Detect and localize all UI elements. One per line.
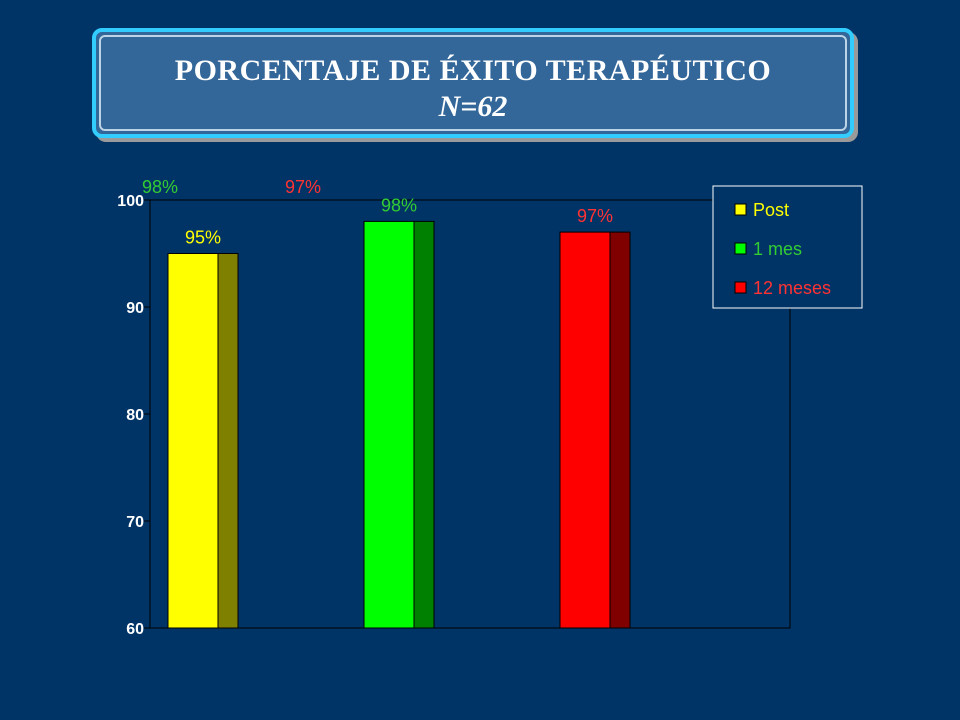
chart-subtitle: N=62 <box>438 90 508 123</box>
legend-label-1: Post <box>753 200 789 220</box>
bar-1-side <box>217 253 239 629</box>
data-label-1: 95% <box>185 228 221 248</box>
plot-area <box>149 199 791 629</box>
chart-title: PORCENTAJE DE ÉXITO TERAPÉUTICO <box>174 54 772 87</box>
legend-label-2: 1 mes <box>753 239 802 259</box>
bar-2 <box>363 220 415 629</box>
bar-1 <box>167 253 219 629</box>
data-label-2: 98% <box>381 195 417 215</box>
y-tick-label: 100 <box>117 193 144 210</box>
legend-label-3: 12 meses <box>753 278 831 298</box>
legend-swatch-2 <box>734 242 747 255</box>
title-box: PORCENTAJE DE ÉXITO TERAPÉUTICO N=62 <box>92 28 854 138</box>
y-tick-label: 70 <box>126 514 144 531</box>
legend-swatch-3 <box>734 281 747 294</box>
legend-swatch-1 <box>734 203 747 216</box>
y-tick-label: 90 <box>126 300 144 317</box>
y-tick-label: 80 <box>126 407 144 424</box>
annotation-2: 97% <box>285 177 321 197</box>
bar-3 <box>559 231 611 629</box>
annotation-1: 98% <box>142 177 178 197</box>
y-tick-label: 60 <box>126 621 144 638</box>
data-label-3: 97% <box>577 206 613 226</box>
bar-2-side <box>413 220 435 629</box>
bar-3-side <box>609 231 631 629</box>
